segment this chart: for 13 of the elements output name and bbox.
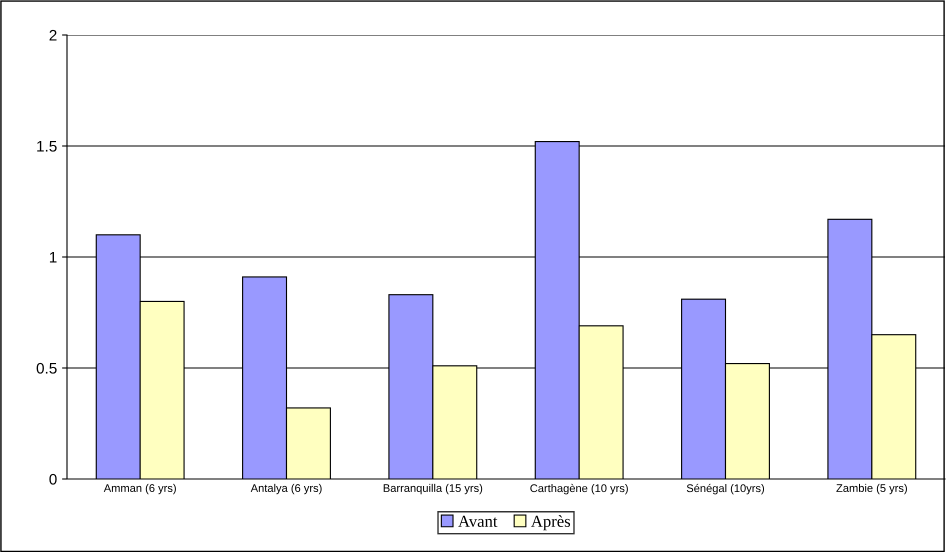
x-tick-label: Barranquilla (15 yrs) bbox=[384, 484, 482, 494]
y-tick-label: 1.5 bbox=[37, 141, 57, 152]
y-tick-label: 0.5 bbox=[36, 362, 57, 374]
x-tick-label: Zambie (5 yrs) bbox=[836, 484, 907, 494]
x-tick-label: Amman (6 yrs) bbox=[104, 484, 176, 494]
x-tick-label: Carthagène (10 yrs) bbox=[530, 484, 628, 494]
y-tick-label: 2 bbox=[50, 30, 57, 41]
y-tick-label: 0 bbox=[49, 474, 57, 485]
legend-label: Après bbox=[531, 515, 570, 530]
x-tick-label: Sénégal (10yrs) bbox=[686, 484, 764, 494]
y-tick-label: 1 bbox=[50, 252, 57, 263]
legend-label: Avant bbox=[458, 516, 498, 527]
x-tick-label: Antalya (6 yrs) bbox=[250, 484, 322, 494]
